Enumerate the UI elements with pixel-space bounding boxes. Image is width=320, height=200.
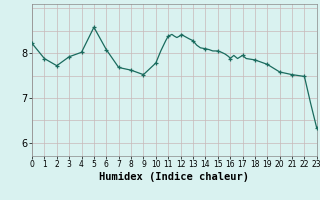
X-axis label: Humidex (Indice chaleur): Humidex (Indice chaleur) [100, 172, 249, 182]
